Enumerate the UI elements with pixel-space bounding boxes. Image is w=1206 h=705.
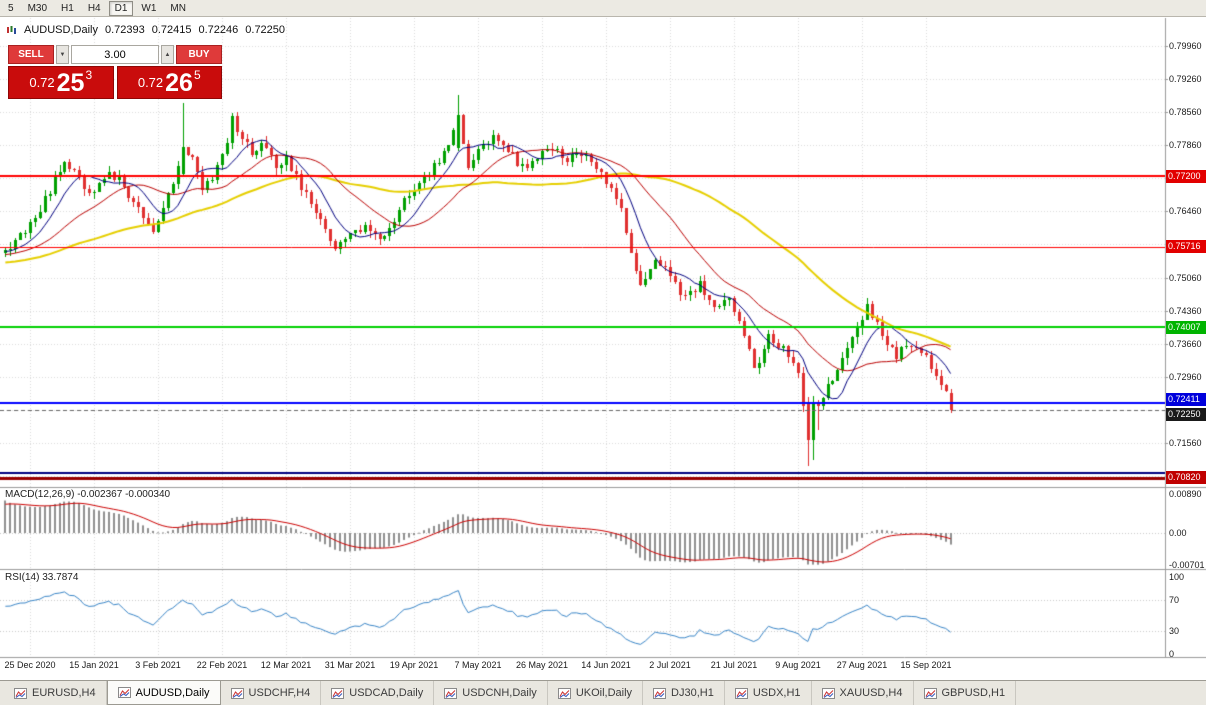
caret-up-icon: ▲: [164, 51, 171, 58]
chart-tab-label: AUDUSD,Daily: [135, 686, 210, 699]
timeframe-button[interactable]: M30: [22, 1, 53, 16]
volume-decrease-button[interactable]: ▼: [56, 45, 69, 64]
chart-tab-icon: [557, 687, 571, 699]
timeframe-button[interactable]: W1: [135, 1, 162, 16]
chart-tab[interactable]: EURUSD,H4: [4, 681, 107, 705]
chart-tab-icon: [331, 687, 345, 699]
timeframe-button[interactable]: 5: [2, 1, 20, 16]
buy-button[interactable]: BUY: [176, 45, 222, 64]
ohlc-open: 0.72393: [104, 24, 145, 36]
chart-tab-icon: [821, 687, 835, 699]
chart-tab-label: EURUSD,H4: [32, 687, 96, 699]
buy-price-pipette: 5: [193, 67, 201, 82]
chart-tab-label: UKOil,Daily: [575, 687, 633, 699]
timeframe-toolbar: 5 M30 H1 H4 D1 W1 MN: [0, 0, 1206, 17]
chart-tab-label: USDCAD,Daily: [349, 687, 424, 699]
one-click-trading-panel: SELL ▼ ▲ BUY 0.72 25 3 0.72 26 5: [8, 45, 222, 99]
caret-down-icon: ▼: [59, 51, 66, 58]
chart-tab-icon: [734, 687, 748, 699]
buy-price-prefix: 0.72: [137, 75, 164, 90]
chart-tab[interactable]: XAUUSD,H4: [812, 681, 914, 705]
chart-tab-label: GBPUSD,H1: [941, 687, 1006, 699]
chart-tab[interactable]: USDCHF,H4: [221, 681, 322, 705]
symbol-label: AUDUSD,Daily: [24, 24, 98, 36]
timeframe-button[interactable]: H1: [55, 1, 80, 16]
chart-tab-icon: [230, 687, 244, 699]
one-click-price-row: 0.72 25 3 0.72 26 5: [8, 66, 222, 99]
chart-tab[interactable]: UKOil,Daily: [548, 681, 644, 705]
ohlc-low: 0.72246: [198, 24, 239, 36]
buy-price-box[interactable]: 0.72 26 5: [116, 66, 222, 99]
timeframe-button[interactable]: D1: [108, 0, 134, 16]
volume-increase-button[interactable]: ▲: [161, 45, 174, 64]
timeframe-button[interactable]: H4: [82, 1, 107, 16]
rsi-indicator-label: RSI(14) 33.7874: [5, 572, 79, 583]
chart-tab[interactable]: USDCNH,Daily: [434, 681, 548, 705]
symbol-ohlc-line: AUDUSD,Daily 0.72393 0.72415 0.72246 0.7…: [6, 24, 285, 36]
ohlc-high: 0.72415: [151, 24, 192, 36]
macd-indicator-label: MACD(12,26,9) -0.002367 -0.000340: [5, 489, 171, 500]
chart-tabs-bar: EURUSD,H4 AUDUSD,Daily USDCHF,H4: [0, 680, 1206, 705]
chart-tab[interactable]: GBPUSD,H1: [914, 681, 1017, 705]
sell-price-box[interactable]: 0.72 25 3: [8, 66, 114, 99]
chart-tab[interactable]: AUDUSD,Daily: [106, 681, 221, 705]
buy-price-big-digits: 26: [165, 68, 193, 97]
chart-tab-label: USDCNH,Daily: [462, 687, 537, 699]
chart-tab-label: USDCHF,H4: [248, 687, 311, 699]
candlestick-chart-icon: [6, 25, 17, 36]
chart-tab-label: USDX,H1: [752, 687, 801, 699]
ohlc-close: 0.72250: [245, 24, 286, 36]
price-chart-canvas[interactable]: [0, 0, 1206, 680]
chart-tab-icon: [14, 687, 27, 699]
chart-tab-label: XAUUSD,H4: [839, 687, 903, 699]
volume-input[interactable]: [71, 45, 159, 64]
chart-tab[interactable]: USDCAD,Daily: [321, 681, 435, 705]
sell-button[interactable]: SELL: [8, 45, 54, 64]
chart-tab-icon: [923, 687, 937, 699]
chart-tab-icon: [444, 687, 458, 699]
chart-tab[interactable]: USDX,H1: [725, 681, 812, 705]
chart-tab-label: DJ30,H1: [671, 687, 714, 699]
chart-tab-icon: [653, 687, 667, 699]
sell-price-prefix: 0.72: [29, 75, 55, 90]
sell-price-big-digits: 25: [56, 68, 85, 97]
timeframe-button[interactable]: MN: [164, 1, 192, 16]
sell-price-pipette: 3: [85, 67, 93, 82]
one-click-order-row: SELL ▼ ▲ BUY: [8, 45, 222, 64]
chart-tab-icon: [117, 687, 131, 698]
chart-tab[interactable]: DJ30,H1: [643, 681, 725, 705]
